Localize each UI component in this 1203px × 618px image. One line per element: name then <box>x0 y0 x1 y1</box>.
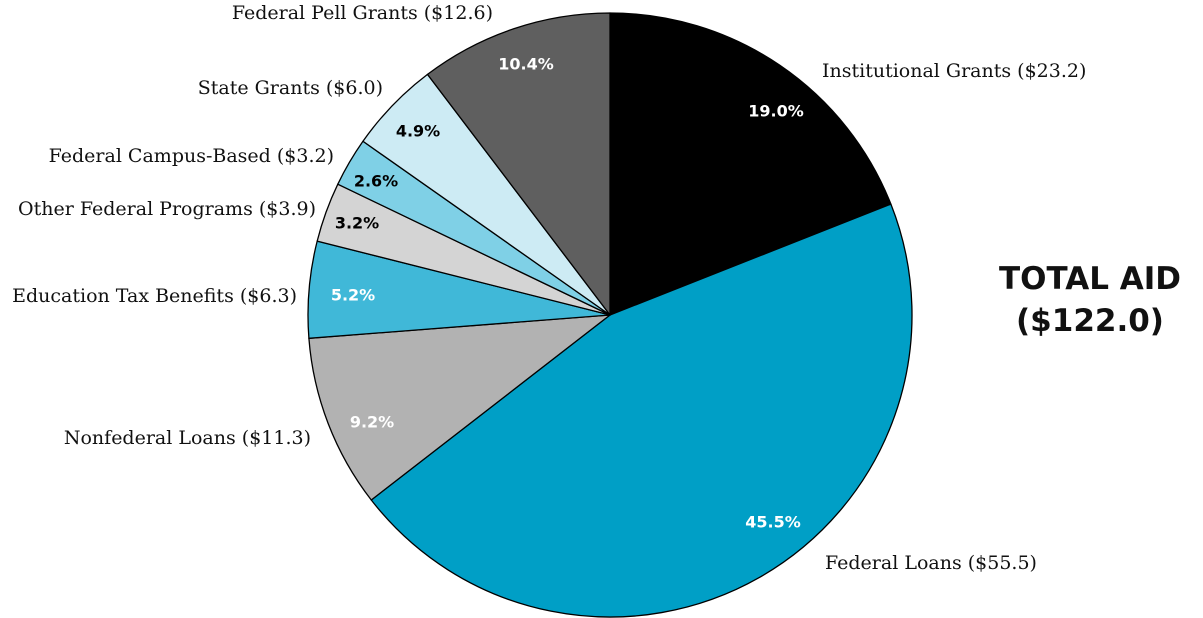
slice-percent-label: 19.0% <box>748 102 804 121</box>
slice-category-label: Federal Campus-Based ($3.2) <box>49 145 334 167</box>
slice-percent-label: 3.2% <box>335 214 379 233</box>
slice-category-label: Federal Pell Grants ($12.6) <box>232 2 493 24</box>
slice-percent-label: 9.2% <box>350 413 394 432</box>
slice-percent-label: 4.9% <box>396 122 440 141</box>
slice-category-label: Other Federal Programs ($3.9) <box>18 198 316 220</box>
total-aid-amount: ($122.0) <box>1016 303 1164 339</box>
pie-slice-nonfederal-loans <box>308 314 611 501</box>
total-aid-title: TOTAL AID <box>999 261 1181 297</box>
slice-category-label: Education Tax Benefits ($6.3) <box>12 285 297 307</box>
pie-slice-federal-pell-grants <box>426 12 611 316</box>
slice-percent-label: 10.4% <box>498 55 554 74</box>
slice-category-label: Federal Loans ($55.5) <box>825 552 1037 574</box>
slice-percent-label: 5.2% <box>331 286 375 305</box>
slice-category-label: Nonfederal Loans ($11.3) <box>64 427 311 449</box>
slice-category-label: Institutional Grants ($23.2) <box>822 60 1086 82</box>
slice-percent-label: 45.5% <box>745 513 801 532</box>
pie-slice-institutional-grants <box>609 12 892 316</box>
pie-slice-federal-loans <box>370 203 913 618</box>
slice-category-label: State Grants ($6.0) <box>198 77 383 99</box>
slice-percent-label: 2.6% <box>354 172 398 191</box>
